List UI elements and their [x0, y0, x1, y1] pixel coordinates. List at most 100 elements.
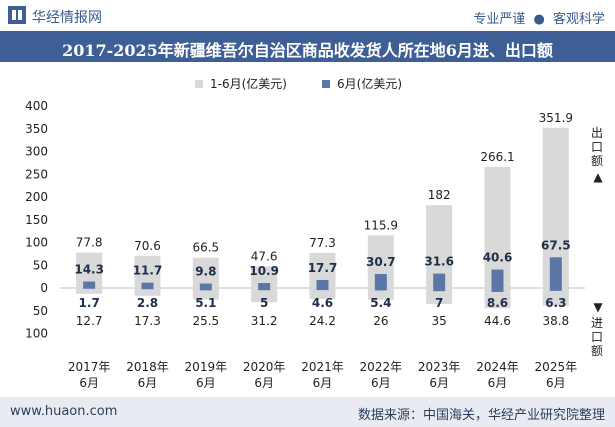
bar-cumulative-import: [542, 288, 569, 306]
label-cumulative-import: 35: [432, 314, 447, 328]
x-tick-label-month: 6月: [254, 376, 274, 390]
top-bar: 华经情报网 专业严谨 ● 客观科学: [0, 0, 615, 31]
label-monthly-import: 4.6: [312, 296, 333, 310]
bar-monthly-export: [433, 273, 446, 288]
y-tick-label: 250: [25, 167, 48, 181]
footer-website: www.huaon.com: [10, 404, 118, 419]
import-axis-label: ▼ 进口额: [590, 300, 606, 358]
bar-monthly-import: [316, 288, 329, 291]
bar-monthly-export: [374, 274, 387, 288]
label-cumulative-export: 66.5: [192, 241, 219, 255]
bar-cumulative-import: [251, 288, 278, 303]
label-monthly-export: 30.7: [366, 255, 396, 269]
footer-source: 数据来源：中国海关，华经产业研究院整理: [357, 408, 605, 423]
label-cumulative-import: 31.2: [251, 314, 278, 328]
legend-swatch-cumulative: [195, 80, 203, 88]
y-tick-label: 400: [25, 99, 48, 113]
bar-monthly-import: [491, 288, 504, 292]
x-tick-label-year: 2024年: [476, 360, 519, 374]
label-cumulative-export: 182: [428, 188, 451, 202]
legend-label-cumulative: 1-6月(亿美元): [210, 76, 287, 91]
y-tick-label: 50: [33, 258, 48, 272]
label-cumulative-import: 38.8: [542, 314, 569, 328]
bar-cumulative-export: [251, 266, 278, 288]
x-tick-label-month: 6月: [79, 376, 99, 390]
bar-cumulative-import: [192, 288, 219, 300]
label-monthly-export: 14.3: [74, 262, 104, 276]
label-monthly-export: 40.6: [483, 251, 513, 265]
label-cumulative-import: 44.6: [484, 314, 511, 328]
label-monthly-import: 6.3: [545, 296, 566, 310]
bar-monthly-import: [374, 288, 387, 291]
x-tick-label-year: 2021年: [301, 360, 344, 374]
label-monthly-export: 17.7: [308, 261, 338, 275]
label-cumulative-export: 47.6: [251, 249, 278, 263]
legend-swatch-monthly: [322, 80, 330, 88]
x-tick-label-year: 2022年: [360, 360, 403, 374]
label-monthly-import: 5: [260, 296, 268, 310]
chart: 1-6月(亿美元) 6月(亿美元) 400 350 300 250 200 150 100 50 0…: [25, 76, 585, 390]
bar-cumulative-import: [367, 288, 394, 300]
label-monthly-import: 2.8: [137, 296, 158, 310]
chart-title: 2017-2025年新疆维吾尔自治区商品收发货人所在地6月进、出口额: [62, 41, 553, 60]
y-tick-label: 350: [25, 122, 48, 136]
label-cumulative-import: 17.3: [134, 314, 161, 328]
label-cumulative-export: 70.6: [134, 239, 161, 253]
x-tick-label-year: 2025年: [535, 360, 578, 374]
bar-monthly-import: [199, 288, 212, 291]
label-monthly-import: 5.4: [370, 296, 391, 310]
y-tick-label: 50: [33, 304, 48, 318]
bar-cumulative-import: [484, 288, 511, 309]
legend-label-monthly: 6月(亿美元): [337, 76, 402, 91]
label-monthly-import: 5.1: [195, 296, 216, 310]
bar-cumulative-import: [309, 288, 336, 300]
x-tick-label-month: 6月: [313, 376, 333, 390]
x-tick-label-month: 6月: [371, 376, 391, 390]
bar-monthly-export: [258, 283, 271, 288]
y-tick-label: 100: [25, 327, 48, 341]
x-tick-label-month: 6月: [138, 376, 158, 390]
bar-monthly-import: [83, 288, 96, 289]
title-bar: [0, 31, 615, 62]
bar-cumulative-export: [134, 255, 161, 288]
export-axis-label: 出口额 ▲: [590, 126, 606, 184]
x-tick-label-year: 2017年: [68, 360, 111, 374]
y-tick-label: 200: [25, 190, 48, 204]
bar-monthly-import: [549, 288, 562, 291]
slogan: 专业严谨 ● 客观科学: [473, 8, 605, 27]
export-label-text: 出口额: [590, 126, 603, 168]
label-monthly-export: 67.5: [541, 238, 571, 252]
bar-monthly-import: [433, 288, 446, 292]
slogan-right: 客观科学: [552, 12, 605, 27]
label-cumulative-import: 12.7: [76, 314, 103, 328]
label-cumulative-export: 351.9: [539, 111, 573, 125]
bar-monthly-export: [491, 269, 504, 288]
y-tick-label: 0: [40, 281, 48, 295]
label-monthly-import: 7: [435, 296, 443, 310]
bar-monthly-export: [316, 279, 329, 288]
x-tick-label-year: 2020年: [243, 360, 286, 374]
logo-icon: [8, 6, 26, 24]
label-cumulative-export: 77.8: [76, 236, 103, 250]
slogan-left: 专业严谨: [473, 12, 526, 27]
export-arrow-icon: ▲: [593, 170, 603, 184]
x-tick-label-year: 2018年: [126, 360, 169, 374]
y-tick-label: 150: [25, 213, 48, 227]
x-tick-label-year: 2023年: [418, 360, 461, 374]
bar-cumulative-export: [484, 166, 511, 288]
import-arrow-icon: ▼: [593, 300, 603, 314]
bar-monthly-export: [83, 281, 96, 288]
bar-cumulative-export: [192, 257, 219, 288]
x-tick-label-year: 2019年: [185, 360, 228, 374]
label-monthly-export: 11.7: [133, 264, 163, 278]
bar-monthly-export: [141, 282, 154, 288]
bar-monthly-import: [141, 288, 154, 290]
label-cumulative-export: 77.3: [309, 236, 336, 250]
slogan-separator: ●: [533, 12, 545, 27]
x-tick-label-month: 6月: [488, 376, 508, 390]
label-monthly-import: 8.6: [487, 296, 508, 310]
x-tick-label-month: 6月: [196, 376, 216, 390]
y-tick-label: 100: [25, 236, 48, 250]
label-cumulative-import: 25.5: [192, 314, 219, 328]
label-monthly-export: 10.9: [249, 264, 279, 278]
